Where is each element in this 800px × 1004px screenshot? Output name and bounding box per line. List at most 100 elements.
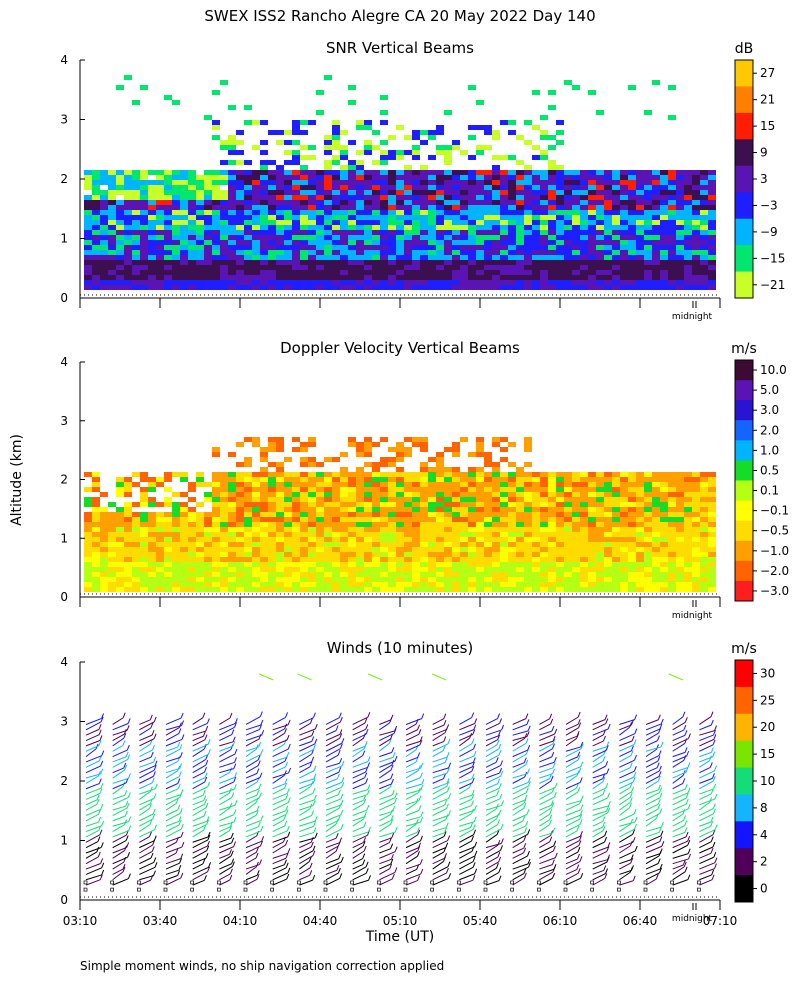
snr-cell <box>100 245 108 250</box>
snr-cell <box>244 260 252 265</box>
wind-barb-flag <box>391 774 393 779</box>
doppler-cell <box>268 547 276 552</box>
wind-barb <box>273 799 286 805</box>
wind-barb-flag <box>422 714 424 719</box>
snr-cell <box>436 210 444 215</box>
doppler-cell <box>324 532 332 537</box>
wind-barb-flag <box>178 805 180 810</box>
doppler-cell <box>156 557 164 562</box>
doppler-cell <box>252 552 260 557</box>
snr-cell <box>532 180 540 185</box>
snr-cell <box>372 220 380 225</box>
snr-cell <box>252 265 260 270</box>
snr-cell <box>396 205 404 210</box>
wind-barb <box>273 858 286 863</box>
doppler-cell <box>212 512 220 517</box>
snr-cell <box>436 125 444 130</box>
snr-cell <box>84 175 92 180</box>
snr-cell <box>108 240 116 245</box>
snr-cell <box>620 190 628 195</box>
snr-cell <box>636 175 644 180</box>
wind-barb <box>299 868 310 875</box>
snr-cell <box>156 230 164 235</box>
doppler-cell <box>284 562 292 567</box>
doppler-cell <box>412 527 420 532</box>
doppler-cell <box>644 542 652 547</box>
snr-cell <box>420 230 428 235</box>
snr-cell <box>708 270 716 275</box>
doppler-cell <box>580 532 588 537</box>
doppler-cell <box>668 567 676 572</box>
snr-cell <box>596 225 604 230</box>
snr-cell <box>276 240 284 245</box>
wind-barb-flag <box>178 784 180 789</box>
snr-cell <box>308 120 316 125</box>
snr-cell <box>684 255 692 260</box>
snr-cell <box>316 210 324 215</box>
doppler-cell <box>628 557 636 562</box>
doppler-cell <box>236 497 244 502</box>
doppler-cell <box>284 557 292 562</box>
snr-cell <box>628 180 636 185</box>
doppler-cell <box>308 572 316 577</box>
doppler-cell <box>588 502 596 507</box>
snr-cell <box>692 175 700 180</box>
snr-cell <box>292 180 300 185</box>
doppler-cell <box>620 517 628 522</box>
snr-cell <box>380 155 388 160</box>
doppler-cell <box>508 472 516 477</box>
snr-cell <box>636 275 644 280</box>
doppler-cell <box>220 512 228 517</box>
snr-cell <box>596 260 604 265</box>
doppler-cell <box>84 572 92 577</box>
doppler-cell <box>404 562 412 567</box>
doppler-cell <box>316 497 324 502</box>
snr-cell <box>308 175 316 180</box>
doppler-cell <box>564 502 572 507</box>
snr-cell <box>236 260 244 265</box>
snr-cell <box>380 250 388 255</box>
snr-cell <box>468 180 476 185</box>
snr-cell <box>388 230 396 235</box>
snr-cell <box>604 190 612 195</box>
snr-cell <box>268 275 276 280</box>
snr-cell <box>108 235 116 240</box>
snr-cell <box>604 200 612 205</box>
doppler-cell <box>180 502 188 507</box>
doppler-cell <box>452 562 460 567</box>
snr-cell <box>236 240 244 245</box>
snr-cell <box>628 200 636 205</box>
snr-cell <box>652 225 660 230</box>
snr-cell <box>636 235 644 240</box>
doppler-cell <box>452 452 460 457</box>
wind-barb-flag <box>257 769 259 774</box>
snr-cell <box>532 145 540 150</box>
doppler-cell <box>228 527 236 532</box>
snr-cell <box>492 210 500 215</box>
doppler-cell <box>148 477 156 482</box>
snr-cell <box>548 180 556 185</box>
wind-barb <box>219 838 231 842</box>
doppler-cell <box>684 527 692 532</box>
doppler-cell <box>124 492 132 497</box>
doppler-cell <box>100 522 108 527</box>
doppler-cell <box>668 537 676 542</box>
snr-cell <box>348 280 356 285</box>
snr-cell <box>140 205 148 210</box>
snr-cell <box>604 285 612 290</box>
doppler-cell <box>164 532 172 537</box>
doppler-cell <box>84 547 92 552</box>
doppler-cell <box>516 532 524 537</box>
snr-cell <box>212 180 220 185</box>
snr-cell <box>156 205 164 210</box>
doppler-cell <box>356 507 364 512</box>
doppler-cell <box>100 492 108 497</box>
snr-cell <box>652 220 660 225</box>
snr-cell <box>292 140 300 145</box>
doppler-cell <box>596 532 604 537</box>
wind-barb-flag <box>286 863 288 868</box>
doppler-cell <box>124 517 132 522</box>
snr-cell <box>364 205 372 210</box>
snr-cell <box>148 190 156 195</box>
doppler-cell <box>420 462 428 467</box>
